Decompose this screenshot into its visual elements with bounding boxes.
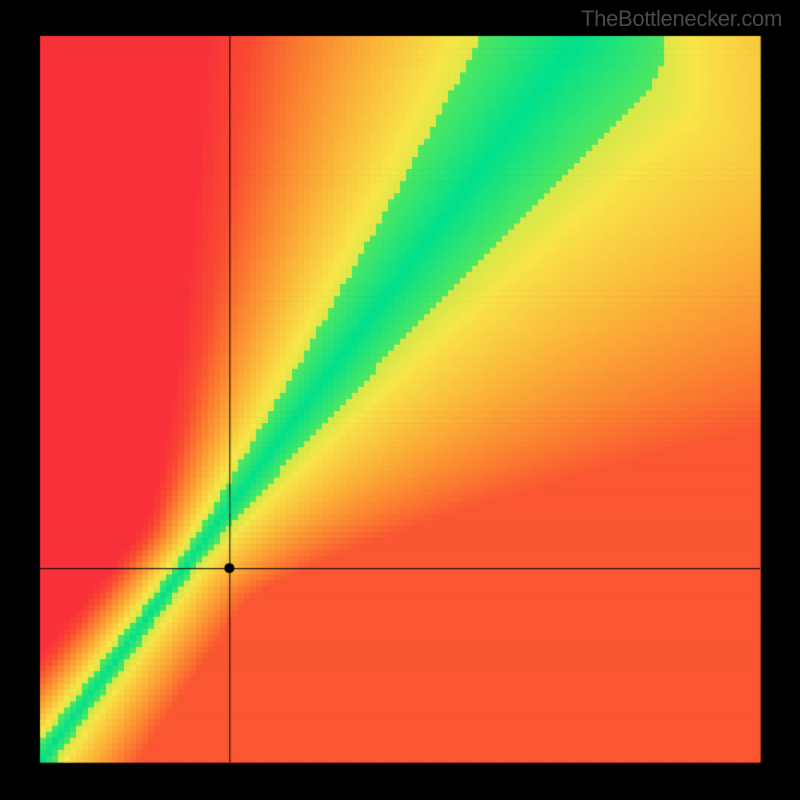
chart-container: TheBottlenecker.com [0,0,800,800]
bottleneck-heatmap [0,0,800,800]
watermark-text: TheBottlenecker.com [581,6,782,32]
